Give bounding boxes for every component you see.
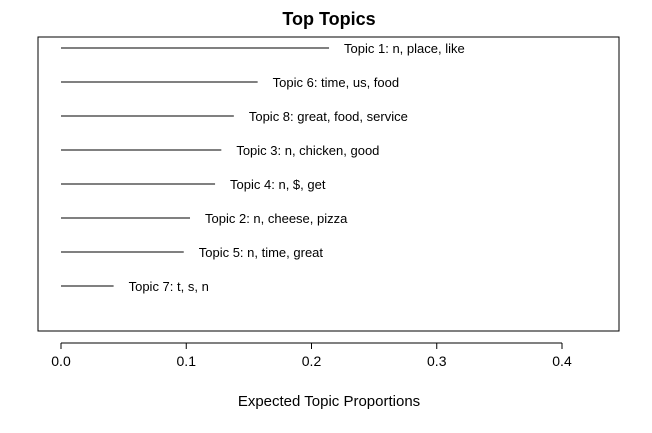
bar-label: Topic 8: great, food, service [249, 109, 408, 124]
x-axis-label: Expected Topic Proportions [238, 393, 420, 410]
chart-title: Top Topics [282, 9, 375, 29]
bar-label: Topic 2: n, cheese, pizza [205, 211, 348, 226]
x-axis: 0.0 0.1 0.2 0.3 0.4 [51, 342, 572, 369]
x-tick-label: 0.4 [552, 353, 572, 369]
x-tick-label: 0.2 [302, 353, 322, 369]
bar-label: Topic 4: n, $, get [230, 177, 326, 192]
bar-label: Topic 7: t, s, n [129, 279, 209, 294]
bar-label: Topic 6: time, us, food [273, 75, 399, 90]
bar-label: Topic 5: n, time, great [199, 245, 324, 260]
plot-frame [37, 36, 620, 332]
x-tick-label: 0.0 [51, 353, 71, 369]
bar-label: Topic 3: n, chicken, good [236, 143, 379, 158]
x-tick-label: 0.3 [427, 353, 447, 369]
x-tick-label: 0.1 [177, 353, 197, 369]
bar-label: Topic 1: n, place, like [344, 41, 465, 56]
bar-series: Topic 1: n, place, like Topic 6: time, us… [61, 41, 465, 294]
